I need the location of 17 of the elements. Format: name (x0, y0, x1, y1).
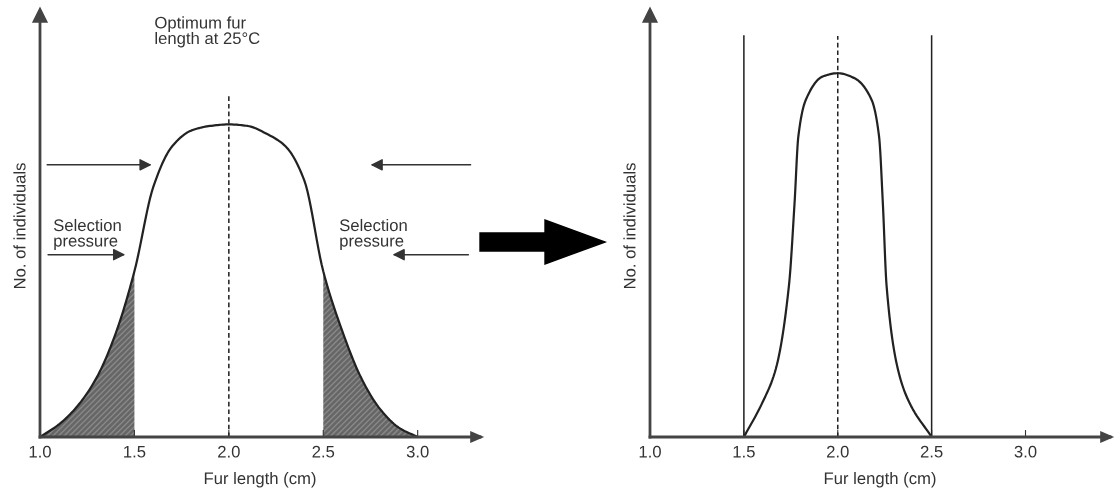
x-tick-label: 2.5 (312, 445, 335, 458)
x-tick-label: 2.5 (920, 445, 943, 458)
x-tick-label: 1.0 (639, 445, 661, 458)
x-tick-label: 2.0 (218, 445, 240, 458)
x-tick-label: 3.0 (1014, 445, 1037, 458)
x-tick-label: 1.5 (733, 445, 755, 458)
x-axis-title: Fur length (cm) (204, 471, 316, 488)
x-tick-label: 1.5 (124, 445, 146, 458)
annotation: Selection pressure (339, 218, 407, 250)
x-tick-label: 3.0 (406, 445, 429, 458)
y-axis-title: No. of individuals (623, 163, 636, 289)
x-tick-label: 1.0 (29, 445, 51, 458)
annotation: Selection pressure (53, 218, 121, 250)
text: Optimum fur length at 25°C (155, 16, 260, 48)
x-tick-label: 2.0 (827, 445, 849, 458)
x-axis-title: Fur length (cm) (824, 471, 936, 488)
y-axis-title: No. of individuals (13, 163, 26, 289)
